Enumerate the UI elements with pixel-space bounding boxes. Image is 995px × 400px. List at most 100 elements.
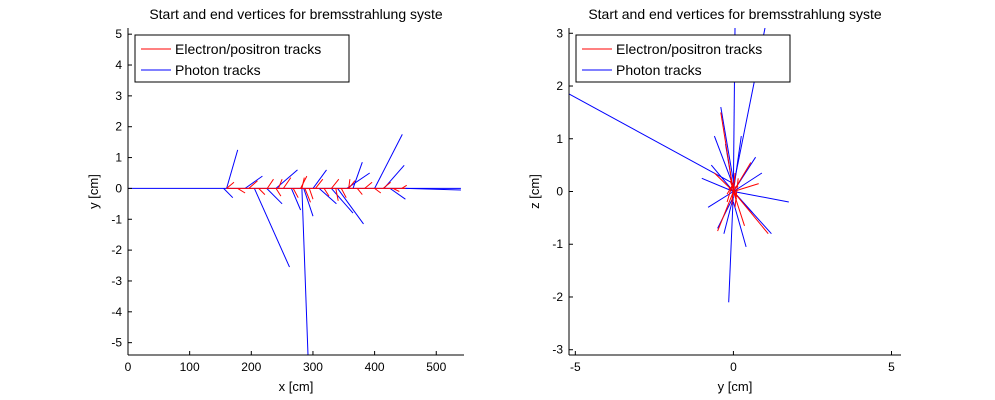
- electron-track-19: [382, 181, 391, 189]
- photon-track-17: [352, 162, 363, 189]
- electron-track-22: [301, 177, 305, 189]
- legend-label: Photon tracks: [616, 62, 702, 78]
- photon-track-7: [337, 188, 364, 225]
- electron-track-13: [714, 172, 734, 192]
- x-tick-label: 500: [426, 360, 446, 374]
- y-tick-label: 5: [115, 27, 122, 41]
- y-tick-label: -3: [111, 274, 122, 288]
- legend-label: Electron/positron tracks: [175, 41, 321, 57]
- photon-track-0: [569, 93, 734, 185]
- legend-box: [134, 34, 350, 83]
- data-area: [569, 28, 789, 303]
- photon-track-3: [226, 149, 239, 189]
- electron-track-8: [732, 162, 752, 192]
- photon-track-5: [374, 134, 403, 189]
- electron-track-12: [323, 188, 330, 197]
- series-electron: [226, 175, 407, 203]
- y-axis-label: y [cm]: [86, 174, 101, 209]
- electron-track-14: [340, 188, 347, 198]
- y-tick-label: -2: [552, 290, 563, 304]
- data-area: [128, 134, 461, 355]
- photon-track-11: [732, 201, 747, 248]
- y-tick-label: -1: [552, 237, 563, 251]
- electron-track-10: [733, 191, 769, 235]
- y-tick-label: -1: [111, 212, 122, 226]
- x-axis-label: y [cm]: [718, 379, 753, 394]
- electron-track-7: [282, 177, 292, 189]
- y-tick-label: 3: [115, 89, 122, 103]
- electron-track-21: [401, 184, 407, 189]
- x-tick-label: 100: [180, 360, 200, 374]
- photon-track-3: [728, 191, 734, 303]
- y-tick-label: -5: [111, 336, 122, 350]
- photon-track-18: [710, 164, 734, 192]
- chart-title: Start and end vertices for bremsstrahlun…: [149, 6, 443, 22]
- photon-track-1: [301, 188, 309, 355]
- electron-track-1: [226, 181, 235, 189]
- electron-track-12: [732, 191, 745, 226]
- electron-track-8: [292, 188, 299, 198]
- electron-track-20: [392, 187, 400, 192]
- photon-track-16: [389, 187, 406, 200]
- photon-track-4: [733, 191, 789, 203]
- x-tick-label: 0: [125, 360, 132, 374]
- legend: Electron/positron tracks Photon tracks: [134, 34, 350, 83]
- electron-track-11: [315, 178, 324, 189]
- photon-track-6: [331, 188, 354, 214]
- y-tick-label: -2: [111, 243, 122, 257]
- x-tick-label: 400: [365, 360, 385, 374]
- y-tick-label: -4: [111, 305, 122, 319]
- electron-track-17: [364, 181, 373, 189]
- legend-box: [575, 34, 791, 83]
- y-tick-label: 3: [556, 26, 563, 40]
- photon-track-13: [244, 175, 263, 189]
- y-tick-label: 0: [115, 181, 122, 195]
- y-tick-label: 4: [115, 58, 122, 72]
- electron-track-6: [734, 178, 739, 208]
- electron-track-10: [308, 188, 314, 200]
- photon-track-6: [720, 107, 734, 182]
- electron-track-15: [348, 180, 356, 189]
- electron-track-5: [266, 178, 274, 189]
- photon-track-9: [318, 188, 337, 205]
- electron-track-2: [237, 187, 246, 194]
- y-tick-label: 1: [115, 151, 122, 165]
- photon-track-2: [253, 188, 290, 268]
- plot-xy: Start and end vertices for bremsstrahlun…: [86, 6, 464, 394]
- photon-track-15: [312, 169, 327, 189]
- photon-track-8: [290, 188, 302, 211]
- x-axis-label: x [cm]: [279, 379, 314, 394]
- photon-track-19: [405, 187, 461, 191]
- electron-track-14: [733, 183, 759, 192]
- y-tick-label: 2: [115, 120, 122, 134]
- legend: Electron/positron tracks Photon tracks: [575, 34, 791, 83]
- electron-track-26: [348, 179, 351, 189]
- y-tick-label: -3: [552, 343, 563, 357]
- electron-track-25: [335, 188, 339, 201]
- x-tick-label: 200: [241, 360, 261, 374]
- electron-track-4: [258, 188, 266, 195]
- series-photon: [128, 134, 461, 355]
- photon-track-7: [713, 135, 734, 187]
- electron-track-6: [275, 188, 282, 197]
- y-axis-label: z [cm]: [527, 174, 542, 209]
- photon-track-18: [303, 188, 314, 217]
- legend-label: Photon tracks: [175, 62, 261, 78]
- photon-track-12: [733, 172, 763, 192]
- electron-track-3: [248, 180, 258, 189]
- y-tick-label: 2: [556, 79, 563, 93]
- electron-track-18: [374, 187, 382, 194]
- photon-track-13: [701, 177, 734, 192]
- photon-track-14: [266, 188, 283, 205]
- x-tick-label: 5: [888, 360, 895, 374]
- x-tick-label: 300: [303, 360, 323, 374]
- electron-track-13: [331, 178, 340, 189]
- series-electron: [714, 112, 769, 235]
- x-tick-label: 0: [730, 360, 737, 374]
- electron-track-24: [277, 179, 283, 189]
- y-tick-label: 1: [556, 132, 563, 146]
- chart-title: Start and end vertices for bremsstrahlun…: [588, 6, 882, 22]
- electron-track-11: [717, 191, 734, 232]
- plot-yz: Start and end vertices for bremsstrahlun…: [527, 6, 901, 394]
